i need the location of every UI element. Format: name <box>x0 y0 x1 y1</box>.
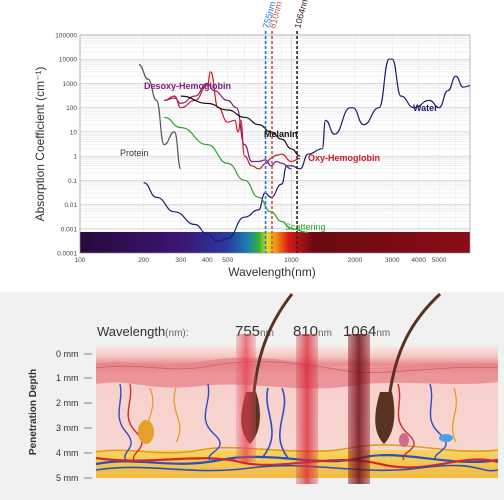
series-oxy-line <box>164 71 301 170</box>
chart-grid <box>79 34 471 254</box>
beam-755 <box>236 334 256 462</box>
x-tick-label: 5000 <box>432 257 447 264</box>
x-tick-label: 4000 <box>411 257 426 264</box>
wavelength-title: Wavelength(nm): <box>97 324 189 339</box>
y-tick-label: 1000 <box>63 81 78 88</box>
y-tick-labels: 100000 10000 1000 100 10 1 0.1 0.01 0.001 0.0001 <box>55 33 77 258</box>
label-oxy: Oxy-Hemoglobin <box>308 153 380 163</box>
depth-tick: 3 mm <box>56 423 79 433</box>
y-tick-label: 10 <box>70 129 78 136</box>
x-tick-label: 500 <box>222 257 233 264</box>
absorption-chart: 1000001000010001001010.10.010.0010.0001 … <box>33 0 471 279</box>
x-tick-label: 300 <box>175 257 186 264</box>
depth-axis-title: Penetration Depth <box>28 369 39 455</box>
x-tick-label: 400 <box>202 257 213 264</box>
depth-tick: 5 mm <box>56 473 79 483</box>
y-tick-label: 0.01 <box>64 202 77 209</box>
label-scattering: Scattering <box>285 222 326 232</box>
hair-follicle-right <box>375 292 442 444</box>
label-melanin: Melanin <box>264 129 298 139</box>
marker-label-1064: 1064nm <box>292 0 310 30</box>
y-tick-label: 10000 <box>59 57 77 64</box>
chart-curves <box>138 58 471 243</box>
x-tick-labels: 100 200 300 400 500 1000 2000 3000 4000 5000 <box>75 257 447 264</box>
series-scattering-line <box>164 116 309 234</box>
series-protein-line <box>138 64 182 170</box>
beam-1064 <box>348 334 370 484</box>
depth-ticks: 0 mm 1 mm 2 mm 3 mm 4 mm 5 mm <box>56 349 92 483</box>
plot-frame <box>79 34 471 254</box>
depth-tick: 2 mm <box>56 398 79 408</box>
beam-810 <box>296 334 318 484</box>
wavelength-unit: (nm): <box>165 328 188 339</box>
x-tick-label: 3000 <box>385 257 400 264</box>
y-axis-label: Absorption Coefficient (cm⁻¹) <box>33 67 47 222</box>
skin-penetration-diagram: Wavelength(nm): 755nm 810nm 1064nm <box>0 292 504 500</box>
y-tick-label: 0.0001 <box>57 251 77 258</box>
label-protein: Protein <box>120 148 149 158</box>
depth-tick: 4 mm <box>56 448 79 458</box>
y-tick-label: 100 <box>66 105 77 112</box>
series-desoxy-line <box>164 82 292 170</box>
depth-tick: 0 mm <box>56 349 79 359</box>
label-water: Water <box>413 103 438 113</box>
y-tick-label: 100000 <box>55 33 77 40</box>
blood-vessels <box>118 383 457 461</box>
x-axis-label: Wavelength(nm) <box>228 265 316 279</box>
beam-label-810-unit: nm <box>318 328 332 339</box>
label-desoxy: Desoxy-Hemoglobin <box>144 81 231 91</box>
series-water-line <box>143 58 471 243</box>
y-tick-label: 0.1 <box>68 178 77 185</box>
spectrum-band <box>80 232 470 253</box>
x-tick-label: 1000 <box>284 257 299 264</box>
wavelength-word: Wavelength <box>97 324 165 339</box>
x-tick-label: 200 <box>138 257 149 264</box>
series-melanin-line <box>180 95 301 157</box>
y-tick-label: 0.001 <box>61 226 78 233</box>
x-tick-label: 2000 <box>348 257 363 264</box>
beam-label-1064-unit: nm <box>376 328 390 339</box>
y-tick-label: 1 <box>73 154 77 161</box>
depth-tick: 1 mm <box>56 373 79 383</box>
x-tick-label: 100 <box>75 257 86 264</box>
